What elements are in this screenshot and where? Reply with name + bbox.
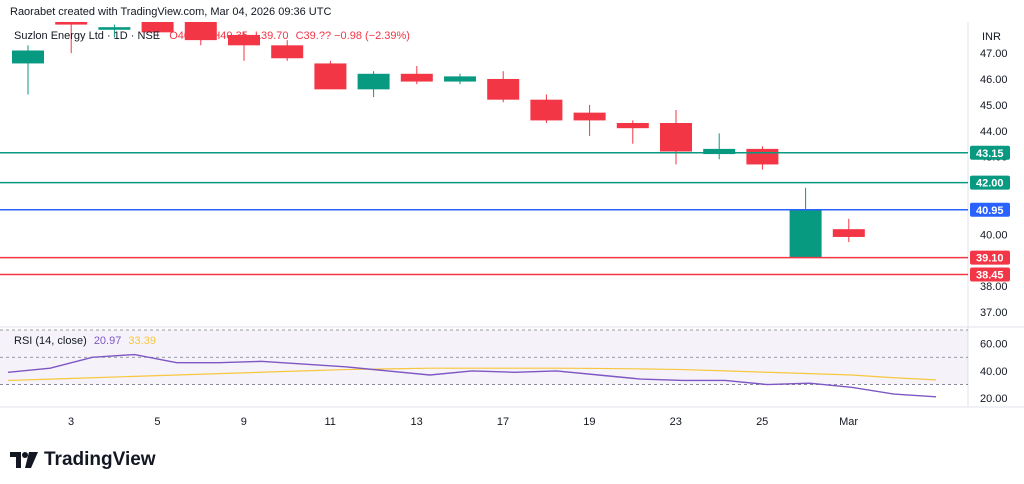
tradingview-brand[interactable]: TradingView	[10, 449, 156, 471]
price-tick-label: 46.00	[980, 74, 1008, 86]
candle-body	[703, 148, 736, 155]
candle-body	[141, 22, 174, 33]
rsi-label[interactable]: RSI (14, close)	[14, 335, 87, 347]
time-tick-label: 19	[583, 416, 595, 428]
candle	[141, 22, 174, 38]
level-price-tag	[970, 145, 1010, 160]
price-tick-label: 40.00	[980, 229, 1008, 241]
time-tick-label: 5	[154, 416, 160, 428]
price-tick-label: 44.00	[980, 126, 1008, 138]
candle-body	[746, 148, 779, 165]
creator-line: Raorabet created with TradingView.com, M…	[10, 6, 332, 18]
candle	[400, 66, 433, 85]
brand-name: TradingView	[44, 449, 156, 470]
candle	[487, 71, 520, 103]
symbol-name[interactable]: Suzlon Energy Ltd · 1D · NSE	[14, 30, 161, 42]
candle-body	[660, 123, 692, 152]
candle	[55, 22, 88, 54]
candle	[530, 94, 563, 123]
candle-body	[357, 73, 390, 90]
candle	[832, 218, 865, 243]
high-value: H40.35	[212, 30, 248, 42]
candle	[314, 60, 347, 90]
candle-body	[444, 76, 476, 82]
candle	[98, 24, 131, 38]
candle-body	[228, 34, 260, 46]
candle	[444, 73, 476, 85]
level-price-label: 38.45	[976, 270, 1004, 282]
level-price-label: 43.15	[976, 148, 1004, 160]
candle	[12, 45, 44, 95]
candles-group	[12, 22, 865, 258]
candle	[573, 104, 606, 136]
candle-body	[832, 229, 865, 237]
candle	[616, 120, 649, 144]
rsi-tick-label: 60.00	[980, 339, 1008, 351]
candle-body	[314, 63, 347, 90]
rsi-tick-label: 40.00	[980, 366, 1008, 378]
candle-body	[55, 22, 88, 25]
candle-body	[400, 73, 433, 82]
level-price-tag	[970, 175, 1010, 190]
time-tick-label: 11	[324, 416, 335, 428]
currency-label: INR	[982, 31, 1001, 43]
time-tick-label: 25	[756, 416, 768, 428]
candle	[228, 32, 260, 61]
level-price-label: 40.95	[976, 205, 1004, 217]
candle	[746, 146, 779, 170]
candle-body	[573, 112, 606, 121]
rsi-ma-line	[7, 367, 937, 382]
candle	[660, 110, 692, 165]
candle-body	[271, 45, 304, 59]
time-tick-label: Mar	[839, 416, 858, 428]
candle-body	[12, 50, 44, 64]
tradingview-logo-icon	[10, 452, 38, 468]
rsi-value: 20.97	[93, 335, 122, 347]
candle	[184, 22, 217, 46]
price-chart[interactable]: INR37.0038.0039.0040.0041.0042.0043.0044…	[0, 0, 1024, 440]
low-value: L39.70	[254, 30, 289, 42]
symbol-legend: Suzlon Energy Ltd · 1D · NSE O40.20 H40.…	[14, 30, 410, 42]
level-price-tag	[970, 267, 1010, 282]
candle-body	[184, 22, 217, 41]
candle-body	[487, 78, 520, 100]
time-tick-label: 3	[68, 416, 74, 428]
rsi-ma-value: 33.39	[128, 335, 156, 347]
time-tick-label: 9	[241, 416, 247, 428]
time-tick-label: 23	[670, 416, 682, 428]
candle-body	[98, 27, 131, 30]
level-price-tag	[970, 202, 1010, 217]
level-price-tag	[970, 250, 1010, 265]
open-value: O40.20	[169, 30, 206, 42]
candle	[789, 187, 822, 258]
time-tick-label: 17	[497, 416, 509, 428]
candle-body	[530, 99, 563, 121]
candle	[703, 133, 736, 160]
price-tick-label: 47.00	[980, 48, 1008, 60]
rsi-tick-label: 20.00	[980, 393, 1008, 405]
rsi-legend: RSI (14, close) 20.97 33.39	[14, 335, 156, 347]
candle-body	[789, 209, 822, 258]
candle	[357, 71, 390, 98]
rsi-line	[7, 353, 937, 398]
close-change-value: C39.?? −0.98 (−2.39%)	[295, 30, 410, 42]
level-price-label: 42.00	[976, 178, 1004, 190]
time-tick-label: 13	[410, 416, 422, 428]
price-tick-label: 37.00	[980, 307, 1008, 319]
candle	[271, 40, 304, 61]
price-tick-label: 45.00	[980, 100, 1008, 112]
candle-body	[616, 123, 649, 129]
level-price-label: 39.10	[976, 253, 1004, 265]
price-tick-label: 38.00	[980, 281, 1008, 293]
